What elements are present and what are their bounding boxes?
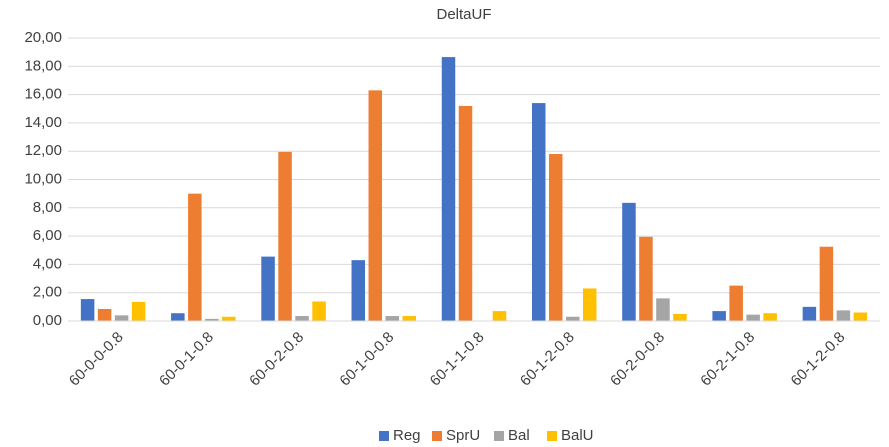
- bar: [205, 318, 219, 321]
- bar: [261, 256, 275, 321]
- bar: [802, 306, 817, 321]
- y-tick-label: 20,00: [24, 29, 62, 46]
- bar: [312, 301, 326, 321]
- x-tick-label: 60-1-2-0.8: [788, 329, 849, 390]
- bar: [548, 154, 563, 321]
- bar: [763, 313, 777, 321]
- legend-label: SprU: [446, 427, 480, 444]
- bar: [385, 316, 400, 321]
- y-tick-label: 12,00: [24, 142, 62, 159]
- x-tick-label: 60-0-2-0.8: [246, 329, 307, 390]
- bar: [819, 246, 834, 321]
- x-tick-label: 60-1-0-0.8: [336, 329, 397, 390]
- y-tick-label: 0,00: [33, 312, 62, 329]
- bar: [853, 312, 868, 321]
- bar: [114, 315, 129, 321]
- x-tick-label: 60-0-1-0.8: [156, 329, 217, 390]
- legend-swatch: [432, 431, 442, 441]
- bar: [368, 90, 383, 321]
- bar: [222, 316, 236, 321]
- chart-title: DeltaUF: [436, 6, 491, 23]
- bar: [582, 288, 597, 321]
- x-tick-label: 60-0-0-0.8: [66, 329, 127, 390]
- y-tick-label: 4,00: [33, 255, 62, 272]
- y-tick-label: 6,00: [33, 227, 62, 244]
- x-tick-label: 60-1-2-0.8: [517, 329, 578, 390]
- bar: [746, 314, 760, 321]
- bar: [836, 310, 851, 321]
- legend-label: Reg: [393, 427, 421, 444]
- bar: [565, 316, 580, 321]
- bar: [492, 311, 507, 321]
- bar: [295, 316, 309, 321]
- bar: [712, 311, 726, 321]
- legend-swatch: [547, 431, 557, 441]
- legend-label: Bal: [508, 427, 530, 444]
- y-tick-label: 10,00: [24, 170, 62, 187]
- bar: [278, 151, 292, 321]
- legend-swatch: [494, 431, 504, 441]
- bar: [97, 308, 112, 321]
- bar: [351, 260, 366, 321]
- bar: [131, 301, 146, 321]
- legend-swatch: [379, 431, 389, 441]
- x-tick-label: 60-2-1-0.8: [697, 329, 758, 390]
- bar: [171, 313, 185, 321]
- legend-label: BalU: [561, 427, 594, 444]
- bar: [622, 202, 636, 321]
- y-tick-label: 14,00: [24, 114, 62, 131]
- y-tick-label: 16,00: [24, 86, 62, 103]
- bar: [639, 236, 653, 321]
- x-tick-label: 60-1-1-0.8: [427, 329, 488, 390]
- y-tick-label: 8,00: [33, 199, 62, 216]
- bar: [441, 57, 456, 321]
- y-tick-label: 2,00: [33, 284, 62, 301]
- bar: [656, 298, 670, 321]
- bar: [673, 313, 687, 321]
- bar: [80, 299, 95, 321]
- bar: [188, 193, 202, 321]
- y-tick-label: 18,00: [24, 57, 62, 74]
- bar: [729, 285, 743, 321]
- bar: [531, 103, 546, 321]
- bar: [402, 316, 417, 321]
- bar: [458, 105, 473, 321]
- x-tick-label: 60-2-0-0.8: [607, 329, 668, 390]
